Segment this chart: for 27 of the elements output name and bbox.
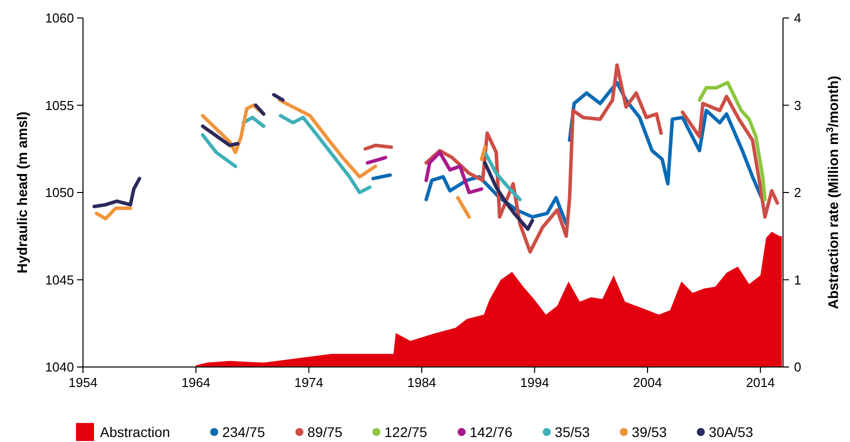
y-tick-label: 1050 bbox=[45, 185, 74, 200]
legend-label: 39/53 bbox=[632, 424, 668, 440]
x-tick-label: 1954 bbox=[68, 375, 98, 390]
y-tick-label: 1045 bbox=[45, 272, 74, 288]
y-tick-label: 1055 bbox=[45, 98, 74, 113]
y-tick-label: 1040 bbox=[45, 360, 74, 374]
x-tick-label: 2004 bbox=[633, 375, 662, 390]
legend-label: 35/53 bbox=[554, 424, 590, 440]
legend-label: Abstraction bbox=[100, 424, 170, 440]
legend-label: 122/75 bbox=[384, 424, 428, 440]
x-tick-label: 1994 bbox=[520, 375, 550, 390]
legend-label: 142/76 bbox=[470, 424, 513, 440]
y-tick-label: 1060 bbox=[45, 10, 74, 26]
y2-tick-label: 2 bbox=[794, 185, 802, 200]
y2-tick-label: 1 bbox=[794, 272, 802, 288]
y2-tick-label: 0 bbox=[794, 360, 802, 374]
y-axis-title: Hydraulic head (m amsl) bbox=[14, 112, 30, 274]
x-tick-label: 2014 bbox=[746, 375, 775, 390]
x-tick-label: 1984 bbox=[407, 375, 436, 390]
legend-label: 30A/53 bbox=[708, 424, 754, 440]
y2-tick-label: 4 bbox=[794, 10, 802, 26]
legend-label: 234/75 bbox=[222, 424, 266, 440]
legend-label: 89/75 bbox=[307, 424, 343, 440]
line-series bbox=[698, 80, 767, 202]
x-tick-label: 1964 bbox=[181, 375, 210, 390]
y2-tick-label: 3 bbox=[794, 98, 802, 113]
x-tick-label: 1974 bbox=[294, 375, 324, 390]
